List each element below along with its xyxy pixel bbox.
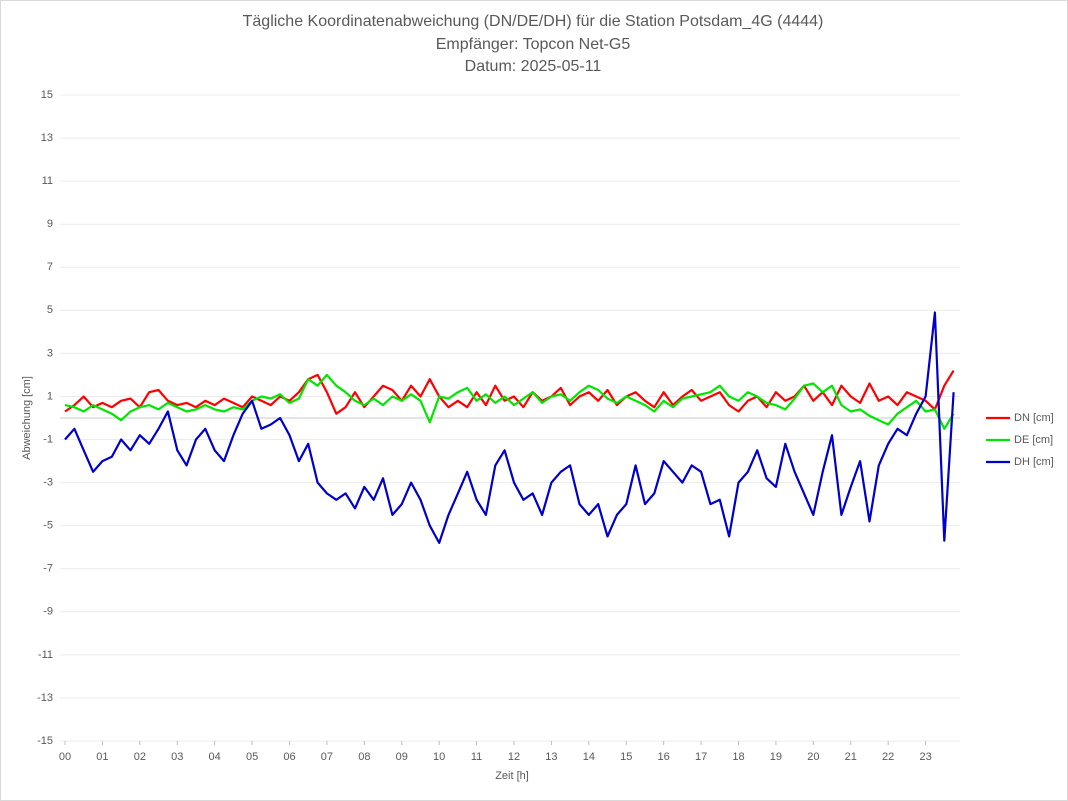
x-tick-label: 12 — [508, 751, 520, 763]
x-tick-label: 22 — [882, 751, 894, 763]
y-tick-label: 9 — [47, 218, 53, 230]
y-tick-label: -11 — [38, 649, 53, 661]
chart-subtitle: Empfänger: Topcon Net-G5 — [436, 36, 631, 53]
y-tick-label: -1 — [43, 433, 53, 445]
y-tick-label: -9 — [43, 606, 53, 618]
x-axis-label: Zeit [h] — [495, 770, 529, 782]
series-line — [64, 373, 955, 430]
x-tick-label: 01 — [96, 751, 108, 763]
y-tick-label: -5 — [43, 520, 53, 532]
y-tick-label: -3 — [43, 477, 53, 489]
y-tick-label: 13 — [41, 132, 53, 144]
series-line — [64, 370, 955, 415]
x-tick-label: 05 — [246, 751, 258, 763]
x-tick-label: 11 — [471, 751, 482, 763]
y-tick-label: 15 — [41, 89, 53, 101]
x-tick-label: 17 — [695, 751, 707, 763]
x-tick-label: 07 — [321, 751, 333, 763]
x-tick-label: 03 — [171, 751, 183, 763]
x-tick-label: 09 — [396, 751, 408, 763]
y-tick-label: 3 — [47, 347, 53, 359]
x-tick-label: 00 — [59, 751, 71, 763]
x-tick-label: 04 — [209, 751, 221, 763]
x-tick-label: 20 — [807, 751, 819, 763]
y-tick-label: -13 — [37, 692, 53, 704]
legend-label: DE [cm] — [1014, 434, 1053, 446]
x-tick-label: 13 — [545, 751, 557, 763]
x-tick-label: 18 — [732, 751, 744, 763]
x-tick-label: 15 — [620, 751, 632, 763]
y-tick-label: -7 — [43, 563, 53, 575]
x-tick-label: 08 — [358, 751, 370, 763]
y-tick-label: 7 — [47, 261, 53, 273]
x-tick-label: 10 — [433, 751, 445, 763]
y-tick-label: -15 — [37, 735, 53, 747]
y-tick-label: 1 — [47, 390, 53, 402]
x-tick-label: 21 — [845, 751, 857, 763]
series-line — [64, 311, 955, 544]
x-tick-label: 23 — [919, 751, 931, 763]
x-tick-label: 14 — [583, 751, 595, 763]
y-tick-label: 11 — [42, 175, 53, 187]
x-tick-label: 06 — [283, 751, 295, 763]
x-tick-label: 02 — [134, 751, 146, 763]
legend-label: DN [cm] — [1014, 412, 1054, 424]
x-tick-label: 19 — [770, 751, 782, 763]
chart-date: Datum: 2025-05-11 — [465, 58, 602, 75]
y-tick-label: 5 — [47, 304, 53, 316]
legend-label: DH [cm] — [1014, 456, 1054, 468]
y-axis-label: Abweichung [cm] — [21, 376, 33, 460]
x-tick-label: 16 — [658, 751, 670, 763]
chart-title: Tägliche Koordinatenabweichung (DN/DE/DH… — [243, 13, 824, 30]
